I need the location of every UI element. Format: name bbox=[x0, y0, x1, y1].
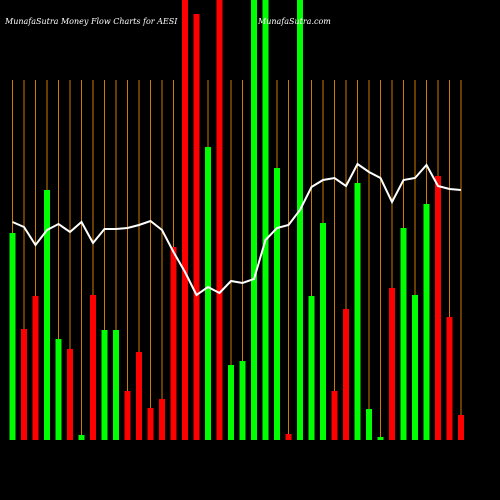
bar bbox=[9, 233, 16, 440]
bar bbox=[113, 330, 119, 440]
bar bbox=[274, 168, 280, 440]
bar bbox=[366, 409, 372, 440]
bar bbox=[262, 0, 269, 440]
bar bbox=[251, 0, 257, 440]
bar bbox=[32, 296, 39, 440]
bar bbox=[435, 176, 441, 440]
bar bbox=[389, 288, 395, 440]
bar bbox=[400, 228, 407, 440]
bar bbox=[159, 399, 165, 440]
bar bbox=[285, 434, 292, 440]
line-series bbox=[12, 162, 462, 297]
bar bbox=[458, 415, 464, 440]
bar bbox=[446, 317, 453, 440]
chart-title: MunafaSutra Money Flow Charts for AESI bbox=[4, 17, 178, 26]
bar bbox=[297, 0, 303, 440]
bar bbox=[320, 223, 326, 440]
bar bbox=[216, 0, 223, 440]
bar bbox=[377, 437, 384, 440]
bar bbox=[78, 435, 85, 440]
bar bbox=[308, 296, 315, 440]
bar bbox=[343, 309, 349, 440]
bar bbox=[55, 339, 62, 440]
bar bbox=[147, 408, 154, 440]
bar bbox=[44, 190, 50, 440]
bar bbox=[136, 352, 142, 440]
bar bbox=[423, 204, 430, 440]
chart-subtitle: MunafaSutra.com bbox=[257, 17, 331, 26]
bar bbox=[331, 391, 338, 440]
bar bbox=[21, 329, 27, 440]
bar bbox=[124, 391, 131, 440]
bar bbox=[205, 147, 211, 440]
bar bbox=[90, 295, 96, 440]
bar bbox=[182, 0, 188, 440]
bar bbox=[170, 247, 177, 440]
bar bbox=[67, 349, 73, 440]
bar bbox=[354, 183, 361, 440]
bar bbox=[193, 14, 200, 440]
bar bbox=[239, 361, 246, 440]
bar bbox=[101, 330, 108, 440]
bar bbox=[412, 295, 418, 440]
bar bbox=[228, 365, 234, 440]
